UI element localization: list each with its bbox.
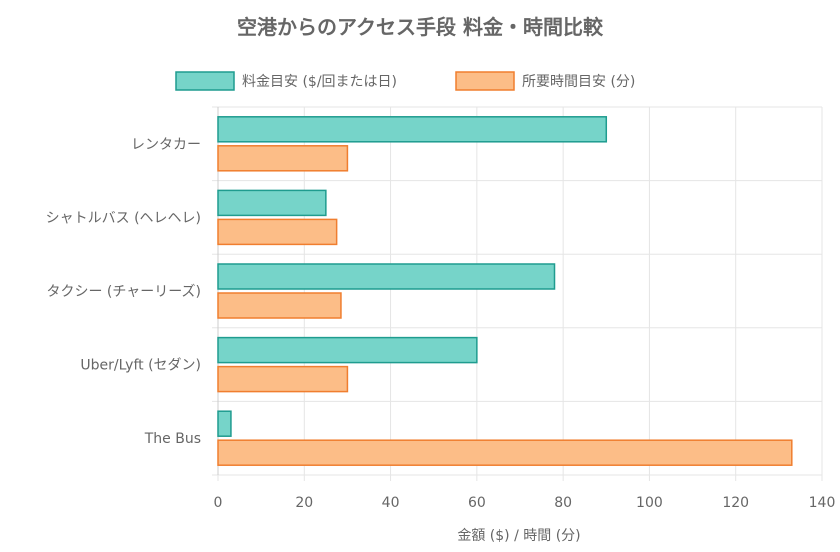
bar-time[interactable] <box>217 365 349 393</box>
y-tick-label: シャトルバス (ヘレヘレ) <box>46 210 201 226</box>
x-tick-label: 60 <box>468 495 486 511</box>
y-tick-label: タクシー (チャーリーズ) <box>46 284 201 300</box>
bar-time[interactable] <box>217 218 338 246</box>
legend-label-fare: 料金目安 ($/回または日) <box>242 74 397 90</box>
chart-title: 空港からのアクセス手段 料金・時間比較 <box>237 15 604 39</box>
bar-fare[interactable] <box>217 263 556 290</box>
x-tick-label: 120 <box>722 495 749 511</box>
x-axis-title: 金額 ($) / 時間 (分) <box>457 528 580 544</box>
y-tick-label: レンタカー <box>131 137 201 153</box>
bar-fare[interactable] <box>217 116 608 143</box>
y-tick-label: Uber/Lyft (セダン) <box>80 358 201 374</box>
x-tick-label: 80 <box>554 495 572 511</box>
x-tick-label: 0 <box>214 495 223 511</box>
x-tick-label: 140 <box>809 495 836 511</box>
bar-time[interactable] <box>217 292 342 319</box>
legend-item-fare[interactable]: 料金目安 ($/回または日) <box>175 71 397 91</box>
bar-fare[interactable] <box>217 336 478 364</box>
legend: 料金目安 ($/回または日) 所要時間目安 (分) <box>175 71 635 91</box>
legend-swatch-fare <box>175 71 235 91</box>
x-axis-labels: 0 20 40 60 80 100 120 140 <box>214 495 836 511</box>
legend-item-time[interactable]: 所要時間目安 (分) <box>455 71 635 91</box>
category-gridlines <box>212 106 822 476</box>
bar-fare[interactable] <box>217 189 327 217</box>
x-tick-label: 100 <box>636 495 663 511</box>
bar-fare[interactable] <box>217 410 232 437</box>
bars <box>217 116 793 466</box>
y-tick-label: The Bus <box>144 431 201 447</box>
legend-label-time: 所要時間目安 (分) <box>522 74 635 90</box>
legend-swatch-time <box>455 71 515 91</box>
x-tick-label: 40 <box>382 495 400 511</box>
x-tick-label: 20 <box>295 495 313 511</box>
bar-time[interactable] <box>217 439 793 466</box>
bar-time[interactable] <box>217 145 349 172</box>
